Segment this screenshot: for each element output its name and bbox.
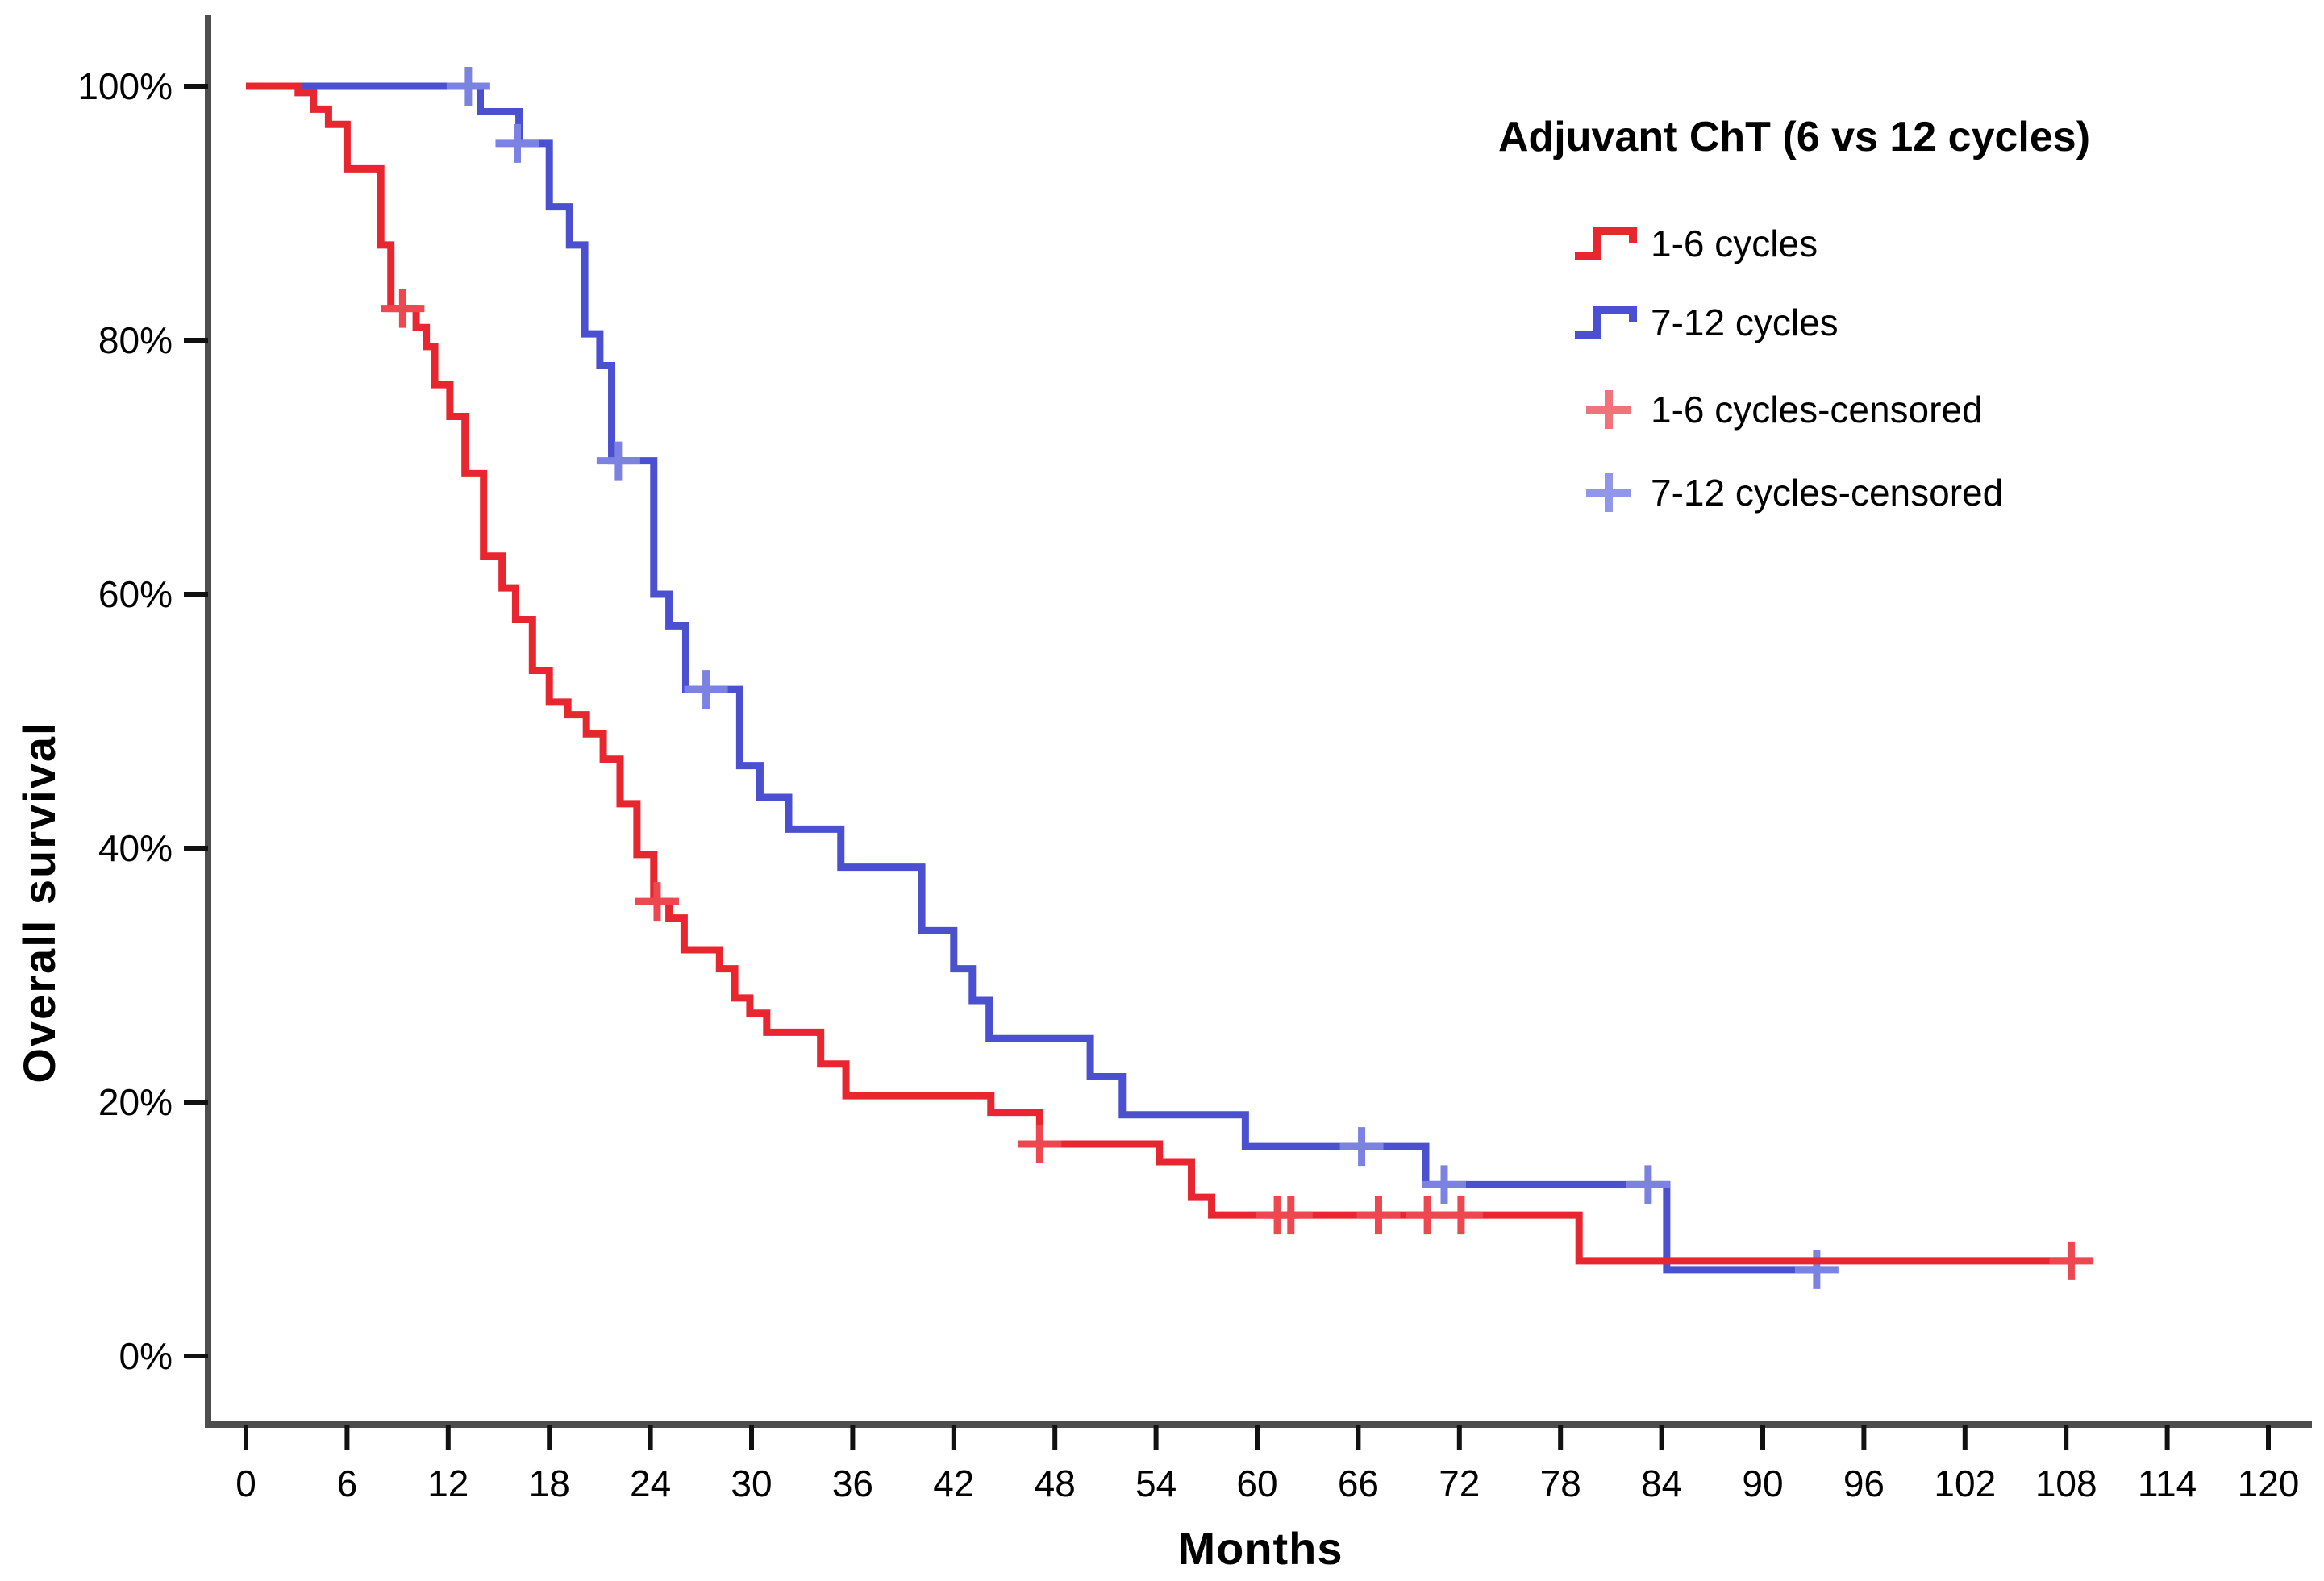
x-tick-label: 30	[731, 1462, 772, 1504]
censored-plus-icon	[1586, 473, 1631, 512]
y-tick-label: 20%	[98, 1081, 173, 1123]
x-tick-label: 84	[1641, 1462, 1682, 1504]
x-tick-label: 18	[529, 1462, 570, 1504]
x-tick-label: 96	[1843, 1462, 1885, 1504]
x-tick-label: 108	[2035, 1462, 2097, 1504]
legend-label: 1-6 cycles-censored	[1651, 389, 1983, 431]
x-tick-label: 12	[427, 1462, 469, 1504]
x-tick-label: 78	[1540, 1462, 1581, 1504]
x-tick-label: 36	[832, 1462, 873, 1504]
y-tick-label: 40%	[98, 827, 173, 869]
y-axis-title: Overall survival	[14, 721, 65, 1084]
x-tick-label: 0	[235, 1462, 256, 1504]
x-tick-label: 90	[1742, 1462, 1783, 1504]
legend-label: 7-12 cycles	[1651, 302, 1839, 343]
y-tick-label: 100%	[77, 65, 173, 107]
legend: Adjuvant ChT (6 vs 12 cycles) 1-6 cycles…	[1488, 105, 2214, 572]
step-line-icon	[1575, 306, 1637, 339]
y-tick-label: 0%	[119, 1335, 173, 1377]
x-tick-label: 120	[2238, 1462, 2300, 1504]
x-axis-title: Months	[1177, 1523, 1343, 1574]
survival-curve-7-12 cycles	[246, 82, 1817, 1274]
x-tick-label: 24	[630, 1462, 671, 1504]
x-tick-label: 6	[337, 1462, 358, 1504]
legend-label: 1-6 cycles	[1651, 223, 1818, 264]
legend-item: 7-12 cycles-censored	[1572, 460, 2003, 525]
x-tick-label: 66	[1338, 1462, 1379, 1504]
x-tick-label: 60	[1236, 1462, 1277, 1504]
y-tick-label: 80%	[98, 319, 173, 361]
legend-title: Adjuvant ChT (6 vs 12 cycles)	[1497, 114, 2091, 160]
censored-plus-icon	[1586, 390, 1631, 429]
x-tick-label: 42	[933, 1462, 974, 1504]
x-tick-label: 48	[1035, 1462, 1076, 1504]
x-tick-label: 102	[1934, 1462, 1996, 1504]
x-tick-label: 54	[1135, 1462, 1177, 1504]
legend-label: 7-12 cycles-censored	[1651, 472, 2004, 514]
x-tick-label: 114	[2138, 1462, 2197, 1504]
step-line-icon	[1575, 227, 1637, 260]
y-tick-label: 60%	[98, 573, 173, 615]
legend-item: 7-12 cycles	[1572, 290, 1839, 355]
x-tick-label: 72	[1439, 1462, 1480, 1504]
legend-item: 1-6 cycles-censored	[1572, 377, 1983, 442]
legend-item: 1-6 cycles	[1572, 211, 1818, 276]
